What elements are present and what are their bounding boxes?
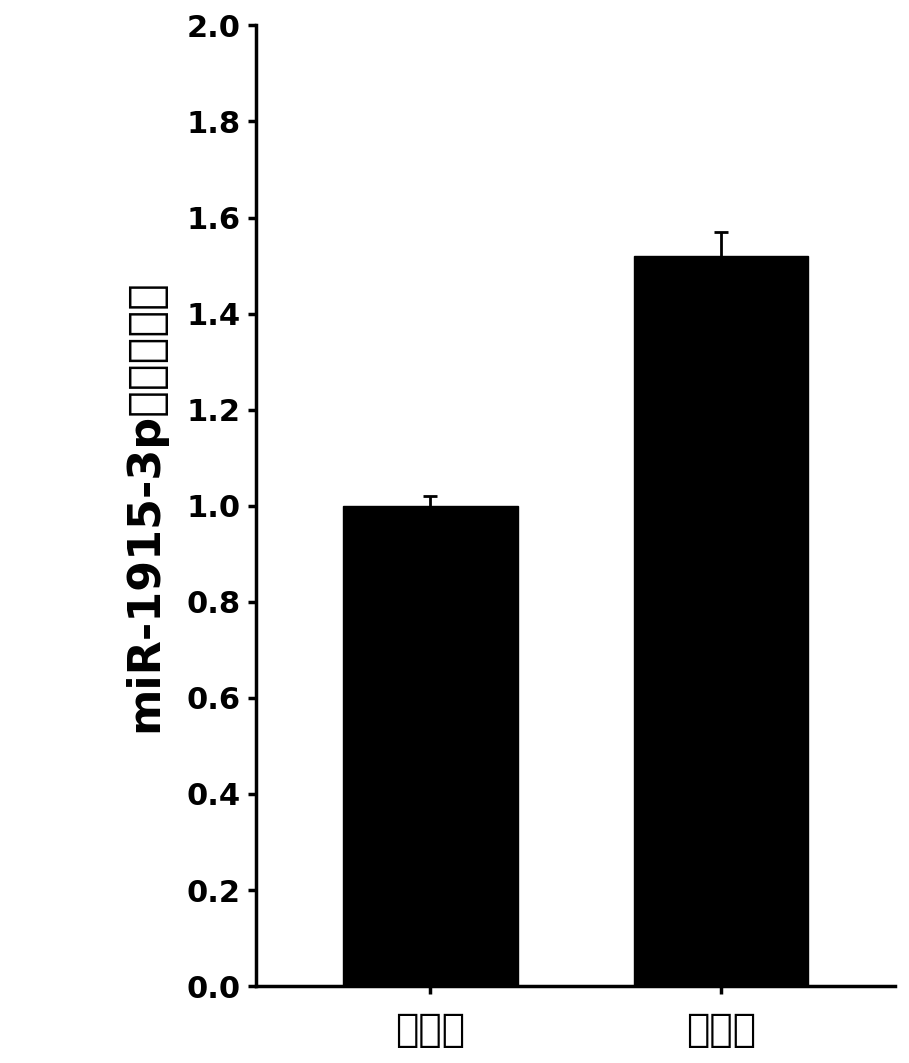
Bar xyxy=(344,506,517,986)
Bar xyxy=(634,256,808,986)
Y-axis label: miR-1915-3p的表达相对: miR-1915-3p的表达相对 xyxy=(123,280,166,732)
